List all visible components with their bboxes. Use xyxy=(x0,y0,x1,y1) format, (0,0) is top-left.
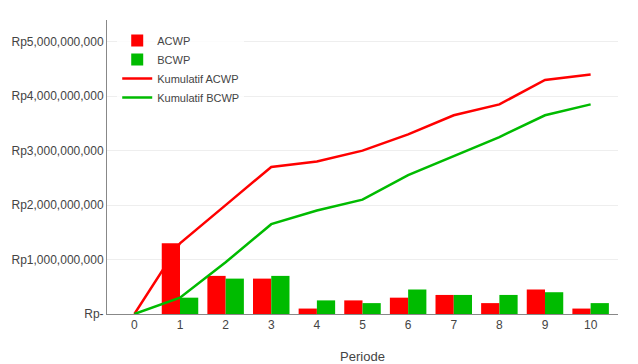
svg-text:8: 8 xyxy=(496,318,503,332)
svg-text:Rp1,000,000,000: Rp1,000,000,000 xyxy=(12,253,104,267)
svg-text:Rp3,000,000,000: Rp3,000,000,000 xyxy=(12,144,104,158)
svg-text:0: 0 xyxy=(131,318,138,332)
svg-text:BCWP: BCWP xyxy=(157,54,190,66)
svg-text:ACWP: ACWP xyxy=(157,35,190,47)
svg-text:Kumulatif ACWP: Kumulatif ACWP xyxy=(157,73,238,85)
svg-text:Rp-: Rp- xyxy=(84,307,103,321)
svg-text:Rp4,000,000,000: Rp4,000,000,000 xyxy=(12,89,104,103)
svg-text:6: 6 xyxy=(405,318,412,332)
svg-text:Rp2,000,000,000: Rp2,000,000,000 xyxy=(12,198,104,212)
svg-text:Periode: Periode xyxy=(340,349,385,364)
svg-text:Kumulatif BCWP: Kumulatif BCWP xyxy=(157,92,239,104)
svg-text:10: 10 xyxy=(584,318,598,332)
svg-text:1: 1 xyxy=(177,318,184,332)
svg-text:9: 9 xyxy=(542,318,549,332)
svg-text:2: 2 xyxy=(222,318,229,332)
svg-text:Rp5,000,000,000: Rp5,000,000,000 xyxy=(12,35,104,49)
svg-text:7: 7 xyxy=(450,318,457,332)
svg-text:4: 4 xyxy=(314,318,321,332)
svg-text:5: 5 xyxy=(359,318,366,332)
svg-text:3: 3 xyxy=(268,318,275,332)
